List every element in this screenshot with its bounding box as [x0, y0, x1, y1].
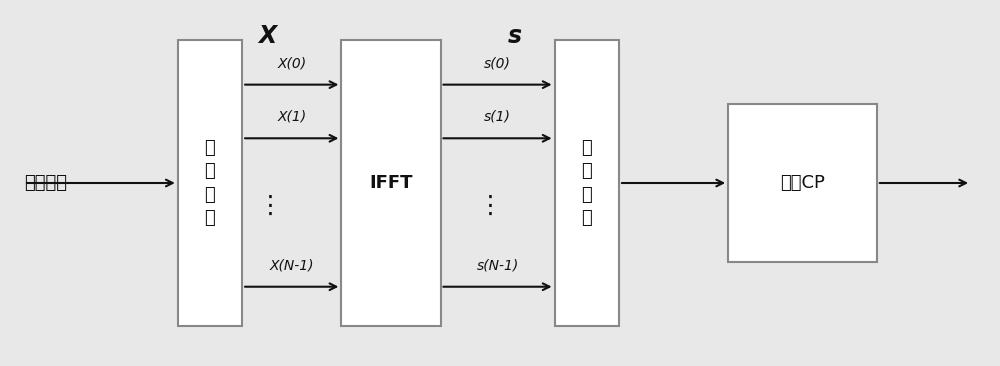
Text: 并
串
转
换: 并 串 转 换: [581, 139, 592, 227]
Text: X: X: [258, 25, 276, 48]
Text: s(N-1): s(N-1): [476, 258, 519, 272]
Text: ⋮: ⋮: [478, 194, 503, 218]
Text: s(0): s(0): [484, 56, 511, 70]
Text: IFFT: IFFT: [369, 174, 413, 192]
Bar: [178, 40, 242, 326]
Text: 串
并
转
换: 串 并 转 换: [205, 139, 215, 227]
Bar: [341, 40, 441, 326]
Text: 数据符号: 数据符号: [24, 174, 67, 192]
Bar: [555, 40, 619, 326]
Text: X(1): X(1): [277, 110, 306, 124]
Bar: [728, 104, 877, 262]
Text: 附加CP: 附加CP: [780, 174, 825, 192]
Text: ⋮: ⋮: [257, 194, 282, 218]
Text: s(1): s(1): [484, 110, 511, 124]
Text: s: s: [508, 25, 522, 48]
Text: X(N-1): X(N-1): [270, 258, 314, 272]
Text: X(0): X(0): [277, 56, 306, 70]
